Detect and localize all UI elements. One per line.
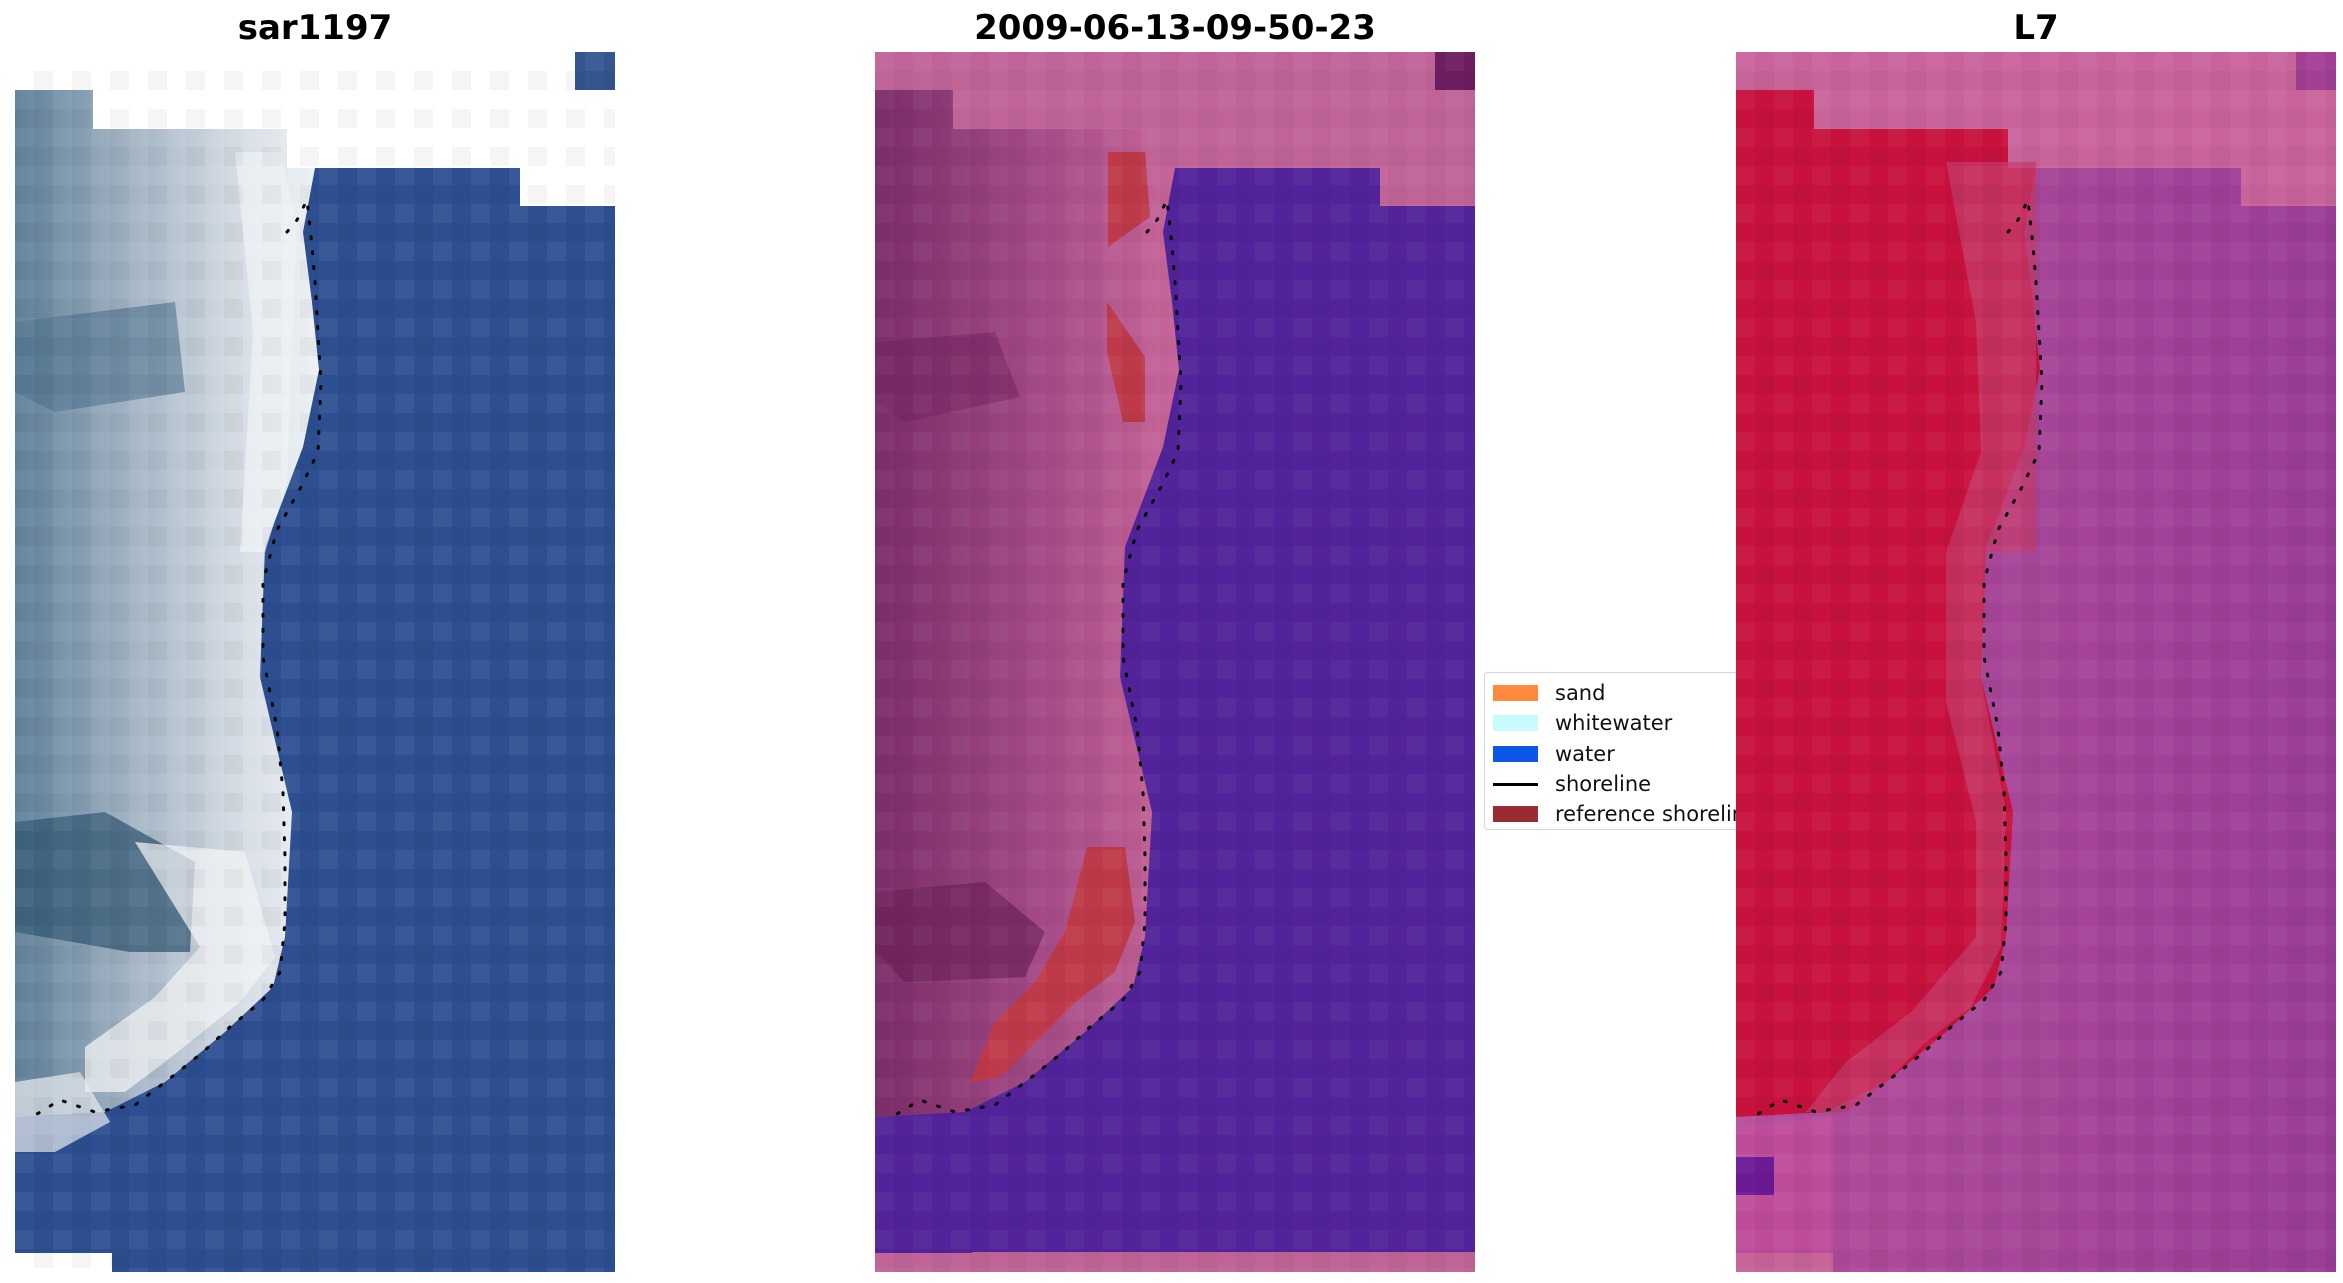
detected-shoreline — [25, 194, 323, 1122]
water-swatch-icon — [1493, 746, 1538, 762]
mndwi-image — [1736, 52, 2336, 1272]
rgb-image-panel — [15, 52, 615, 1272]
classified-image — [875, 52, 1475, 1272]
legend-item-shoreline: shoreline — [1493, 769, 1736, 799]
legend-label-water: water — [1555, 742, 1615, 766]
legend-item-sand: sand — [1493, 678, 1736, 708]
panel-title-mndwi: L7 — [2013, 8, 2059, 48]
reference-shoreline-swatch-icon — [1493, 806, 1538, 822]
whitewater-swatch-icon — [1493, 715, 1538, 731]
legend-label-whitewater: whitewater — [1555, 711, 1673, 735]
legend-item-water: water — [1493, 739, 1736, 769]
legend-label-shoreline: shoreline — [1555, 772, 1652, 796]
sand-swatch-icon — [1493, 685, 1538, 701]
legend-label-reference-shoreline: reference shoreline — [1555, 802, 1736, 826]
panel-title-classification: 2009-06-13-09-50-23 — [974, 8, 1376, 48]
legend-label-sand: sand — [1555, 681, 1606, 705]
classification-panel — [875, 52, 1475, 1272]
rgb-satellite-image — [15, 52, 615, 1272]
detected-shoreline — [885, 194, 1183, 1122]
detected-shoreline — [1746, 194, 2044, 1122]
legend-item-reference-shoreline: reference shoreline — [1493, 799, 1736, 829]
shoreline-line-icon — [1493, 782, 1538, 786]
legend-item-whitewater: whitewater — [1493, 708, 1736, 738]
panel-title-rgb: sar1197 — [237, 8, 393, 48]
mndwi-panel — [1736, 52, 2336, 1272]
legend: sand whitewater water shoreline referenc… — [1484, 672, 1736, 830]
